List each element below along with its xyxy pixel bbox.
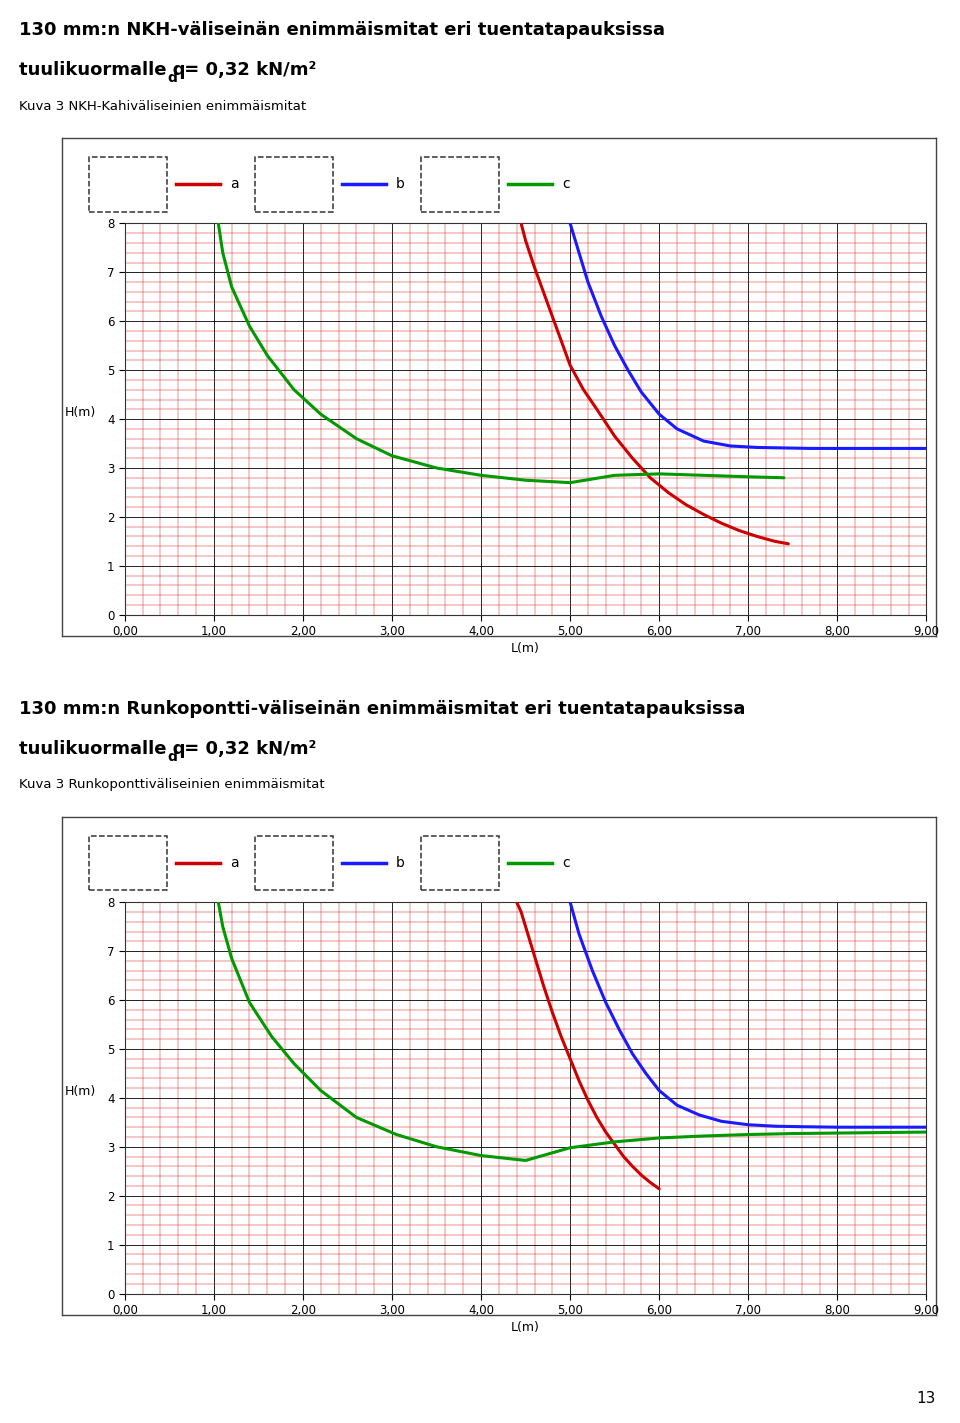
Text: a: a — [230, 178, 239, 191]
Text: c: c — [563, 178, 569, 191]
Y-axis label: H(m): H(m) — [65, 406, 96, 420]
X-axis label: L(m): L(m) — [511, 642, 540, 656]
Text: c: c — [563, 857, 569, 869]
Text: Kuva 3 NKH-Kahiväliseinien enimmäismitat: Kuva 3 NKH-Kahiväliseinien enimmäismitat — [19, 100, 306, 112]
X-axis label: L(m): L(m) — [511, 1321, 540, 1335]
Text: Kuva 3 Runkoponttiväliseinien enimmäismitat: Kuva 3 Runkoponttiväliseinien enimmäismi… — [19, 778, 324, 791]
Text: 130 mm:n NKH-väliseinän enimmäismitat eri tuentatapauksissa: 130 mm:n NKH-väliseinän enimmäismitat er… — [19, 21, 665, 40]
Text: tuulikuormalle q: tuulikuormalle q — [19, 740, 185, 758]
Bar — [420, 157, 499, 212]
Text: = 0,32 kN/m²: = 0,32 kN/m² — [178, 61, 316, 80]
Text: = 0,32 kN/m²: = 0,32 kN/m² — [178, 740, 316, 758]
Y-axis label: H(m): H(m) — [65, 1084, 96, 1099]
Text: b: b — [396, 178, 405, 191]
Bar — [88, 157, 167, 212]
Text: tuulikuormalle q: tuulikuormalle q — [19, 61, 185, 80]
Bar — [420, 835, 499, 891]
Text: b: b — [396, 857, 405, 869]
Text: 130 mm:n Runkopontti-väliseinän enimmäismitat eri tuentatapauksissa: 130 mm:n Runkopontti-väliseinän enimmäis… — [19, 700, 746, 719]
Bar — [254, 835, 333, 891]
Text: d: d — [167, 71, 178, 85]
Bar — [88, 835, 167, 891]
Bar — [254, 157, 333, 212]
Text: a: a — [230, 857, 239, 869]
Text: d: d — [167, 750, 178, 764]
Text: 13: 13 — [917, 1390, 936, 1406]
